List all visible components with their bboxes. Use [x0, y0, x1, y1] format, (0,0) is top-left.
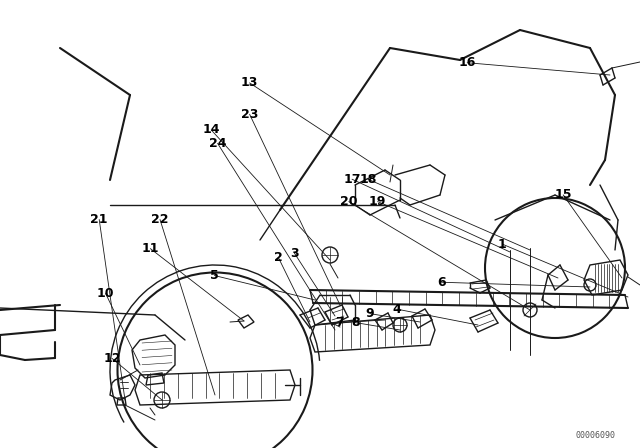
Text: 12: 12 [103, 352, 121, 365]
Text: 17: 17 [343, 172, 361, 186]
Text: 2: 2 [274, 251, 283, 264]
Text: 20: 20 [340, 195, 358, 208]
Text: 23: 23 [241, 108, 259, 121]
Text: 6: 6 [437, 276, 446, 289]
Text: 10: 10 [97, 287, 115, 300]
Text: 3: 3 [290, 246, 299, 260]
Text: 4: 4 [392, 302, 401, 316]
Text: 22: 22 [151, 213, 169, 226]
Text: 19: 19 [369, 195, 387, 208]
Text: 14: 14 [202, 123, 220, 137]
Text: 18: 18 [359, 172, 377, 186]
Text: 13: 13 [241, 76, 259, 90]
Text: 00006090: 00006090 [575, 431, 615, 439]
Text: 7: 7 [335, 316, 344, 329]
Text: 1: 1 [498, 237, 507, 251]
Text: 15: 15 [554, 188, 572, 202]
Text: 24: 24 [209, 137, 227, 150]
Text: 5: 5 [210, 269, 219, 282]
Text: 8: 8 [351, 316, 360, 329]
Text: 11: 11 [141, 242, 159, 255]
Text: 16: 16 [458, 56, 476, 69]
Text: 21: 21 [90, 213, 108, 226]
Text: 9: 9 [365, 307, 374, 320]
